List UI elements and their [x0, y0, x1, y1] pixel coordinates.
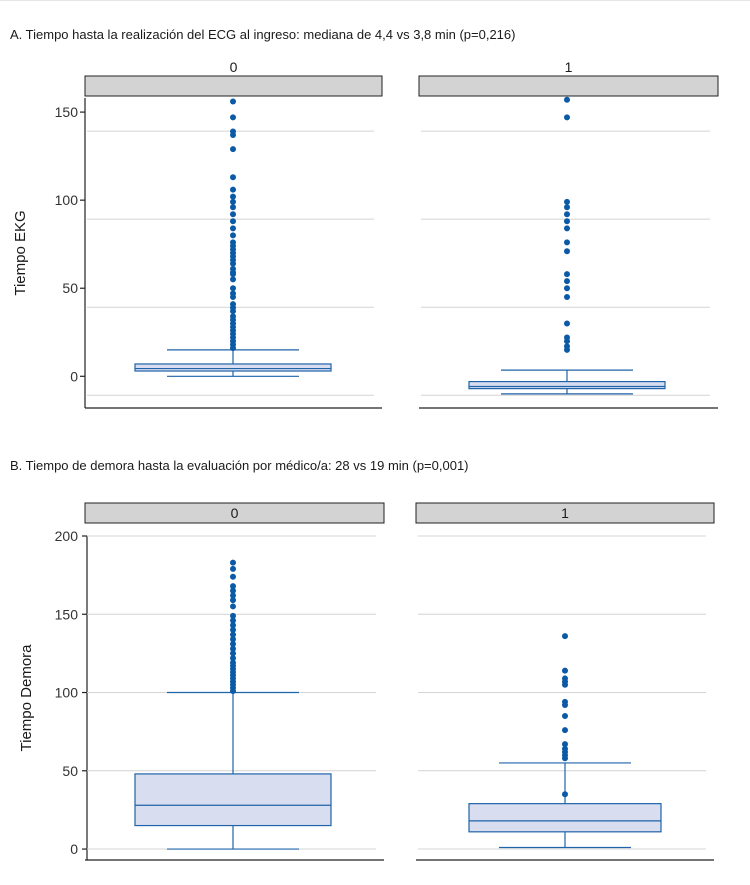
chart-b-facet-0-outlier [230, 645, 236, 652]
chart-b-facet-0-outlier [230, 626, 236, 633]
chart-b-facet-0-outlier [230, 612, 236, 619]
chart-a-facet-0-outlier [230, 276, 236, 283]
chart-a-facet-0-box [134, 363, 332, 372]
chart-a-facet-1-outlier [564, 294, 570, 301]
chart-a-facet-0-outlier [230, 131, 236, 138]
chart-a-facet-1-outlier [564, 278, 570, 285]
chart-a-facet-1-outlier [564, 211, 570, 218]
chart-b-facet-1-outlier [562, 791, 568, 798]
chart-a-facet-1-outlier [564, 218, 570, 225]
chart-a-facet-0-strip-label: 0 [230, 59, 238, 75]
top-border [0, 0, 750, 1]
chart-b-facet-1-outlier [562, 702, 568, 709]
chart-a-facet-1-strip [418, 75, 719, 97]
chart-a-facet-0-outlier [230, 174, 236, 181]
chart-a-facet-1-outlier [564, 285, 570, 292]
chart-a-facet-0-outlier [230, 146, 236, 153]
chart-b-y-tick-label: 100 [55, 685, 79, 701]
chart-b-facet-0-outlier [230, 687, 236, 694]
chart-a-facet-1-outlier [564, 271, 570, 278]
chart-b-facet-1-outlier [562, 713, 568, 719]
chart-a-facet-0-outlier [230, 232, 236, 239]
chart-b-facet-0-outlier [230, 617, 236, 624]
chart-a-y-tick-label: 50 [62, 280, 78, 296]
chart-a-facet-1-outlier [564, 96, 570, 103]
chart-b-facet-0-box [134, 773, 332, 827]
chart-b-facet-1-box [468, 803, 662, 833]
chart-b-facet-0-outlier [230, 641, 236, 647]
chart-a-facet-0-outlier [230, 98, 236, 105]
chart-a-facet-1-box [468, 380, 666, 390]
chart-b-y-tick-label: 50 [62, 763, 78, 779]
panel-a-title: A. Tiempo hasta la realización del ECG a… [10, 27, 516, 42]
chart-a-facet-1-strip-label: 1 [565, 59, 573, 75]
chart-a-facet-0-outlier [230, 308, 236, 315]
chart-b-facet-0-outlier [230, 592, 236, 599]
chart-b-facet-0-outlier [230, 597, 236, 604]
chart-a-y-tick-label: 0 [70, 368, 78, 384]
chart-b-facet-0-outlier [230, 603, 236, 610]
chart-b-facet-0-outlier [230, 650, 236, 657]
chart-a-facet-0-outlier [230, 193, 236, 200]
chart-a-facet-1-outlier [564, 338, 570, 345]
chart-a-facet-0-outlier [230, 271, 236, 278]
chart-a-facet-1-outlier [564, 114, 570, 121]
chart-b-facet-0-outlier [230, 583, 236, 590]
chart-a-facet-0-outlier [230, 260, 236, 267]
chart-a-facet-1-outlier [564, 198, 570, 205]
chart-a-facet-1-outlier [564, 346, 570, 353]
chart-a-facet-0-outlier [230, 198, 236, 205]
chart-b-facet-1-outlier [562, 667, 568, 674]
chart-a-y-tick-label: 100 [55, 192, 79, 208]
chart-b-facet-0-outlier [230, 587, 236, 594]
chart-a-facet-0-outlier [230, 345, 236, 352]
chart-b-y-tick-label: 0 [70, 841, 78, 857]
chart-b-y-label: Tiempo Demora [18, 644, 35, 752]
chart-a-facet-1-outlier [564, 204, 570, 211]
chart-a-facet-1-outlier [564, 320, 570, 327]
chart-a-facet-1-outlier [564, 239, 570, 246]
chart-b-facet-1-outlier [562, 755, 568, 762]
chart-b-facet-0-strip-label: 0 [231, 505, 239, 521]
chart-a-facet-0-outlier [230, 211, 236, 218]
chart-b-facet-0-outlier [230, 565, 236, 572]
chart-b-y-tick-label: 150 [55, 606, 79, 622]
chart-b-facet-0-strip [84, 502, 385, 524]
chart-b-facet-0-outlier [230, 573, 236, 580]
chart-a-y-tick-label: 150 [55, 104, 79, 120]
chart-b-facet-0-outlier [230, 636, 236, 643]
chart-b-facet-0-outlier [230, 559, 236, 566]
chart-a-facet-0-outlier [230, 285, 236, 292]
chart-b-facet-1-strip [415, 502, 715, 524]
chart-a-facet-0-outlier [230, 204, 236, 211]
chart-b-facet-1-strip-label: 1 [561, 505, 569, 521]
chart-b-facet-1-outlier [562, 727, 568, 734]
chart-b-facet-1-outlier [562, 741, 568, 748]
chart-b-facet-0-outlier [230, 622, 236, 629]
chart-a-facet-1-outlier [564, 248, 570, 255]
chart-a-y-label: Tiempo EKG [12, 210, 29, 295]
chart-a-facet-0-outlier [230, 114, 236, 121]
chart-b-facet-0-outlier [230, 631, 236, 638]
chart-a-facet-0-outlier [230, 218, 236, 225]
chart-a-facet-0-outlier [230, 225, 236, 232]
chart-b-facet-1-outlier [562, 633, 568, 640]
panel-b-title: B. Tiempo de demora hasta la evaluación … [10, 458, 469, 473]
chart-b-y-tick-label: 200 [55, 528, 79, 544]
chart-a-facet-0-outlier [230, 186, 236, 193]
chart-b-facet-0-outlier [230, 655, 236, 662]
chart-b-facet-1-outlier [562, 681, 568, 688]
chart-a-facet-1-outlier [564, 225, 570, 232]
chart-a-facet-0-outlier [230, 294, 236, 301]
chart-a-facet-0-strip [84, 75, 383, 97]
